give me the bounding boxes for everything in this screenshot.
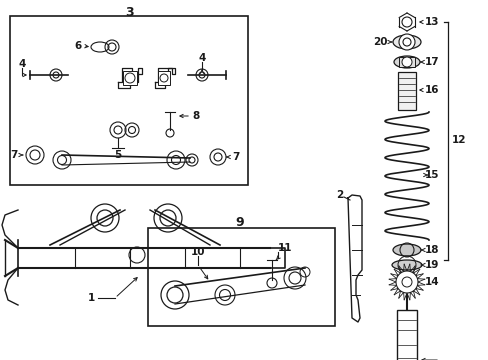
Text: 6: 6: [75, 41, 82, 51]
Text: 18: 18: [424, 245, 439, 255]
Circle shape: [401, 57, 411, 67]
Text: 4: 4: [18, 59, 26, 69]
Bar: [148, 228, 334, 326]
Text: 9: 9: [235, 216, 244, 229]
Text: 14: 14: [424, 277, 439, 287]
Circle shape: [395, 271, 417, 293]
Text: 5: 5: [114, 150, 122, 160]
Bar: [396, 310, 416, 360]
Text: 3: 3: [125, 5, 134, 18]
Ellipse shape: [392, 35, 420, 49]
Text: 10: 10: [190, 247, 205, 257]
Ellipse shape: [391, 260, 421, 270]
Text: 1: 1: [87, 293, 95, 303]
Bar: [158, 71, 170, 85]
Text: 12: 12: [451, 135, 466, 145]
Bar: [10, 16, 247, 185]
Text: 19: 19: [424, 260, 439, 270]
Ellipse shape: [392, 244, 420, 256]
Text: 7: 7: [11, 150, 18, 160]
Text: 8: 8: [192, 111, 199, 121]
Text: 16: 16: [424, 85, 439, 95]
Text: 13: 13: [424, 17, 439, 27]
Text: 17: 17: [424, 57, 439, 67]
Circle shape: [398, 34, 414, 50]
Text: 7: 7: [231, 152, 239, 162]
Bar: [397, 72, 415, 110]
Text: 11: 11: [278, 243, 292, 253]
Text: 2: 2: [335, 190, 342, 200]
Bar: [123, 71, 137, 85]
Text: 20: 20: [373, 37, 387, 47]
Text: 4: 4: [198, 53, 205, 63]
Text: 15: 15: [424, 170, 439, 180]
Bar: [398, 57, 414, 67]
Ellipse shape: [393, 56, 419, 68]
